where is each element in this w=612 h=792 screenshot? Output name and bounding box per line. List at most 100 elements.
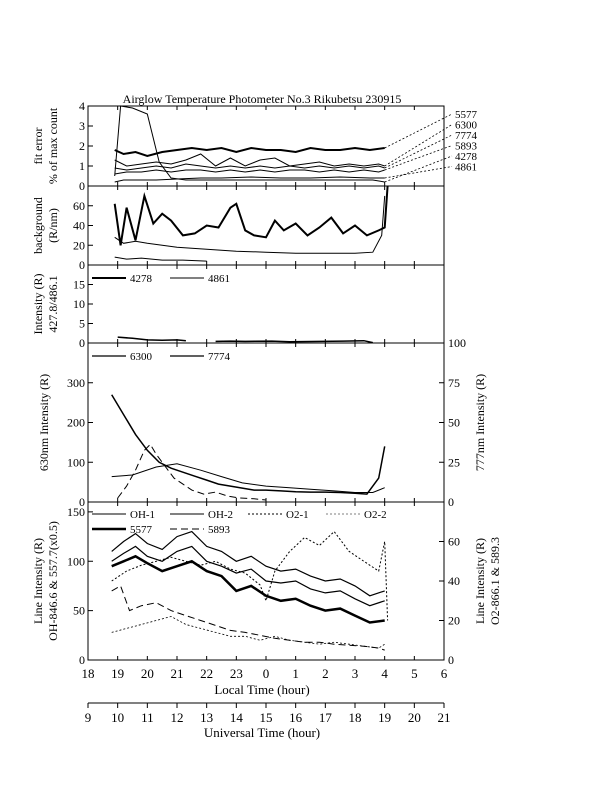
- wavelength-label: 4278: [455, 151, 478, 163]
- x-tick-label: 22: [200, 666, 213, 681]
- y-axis-label-right: 777nm Intensity (R): [473, 374, 487, 471]
- series-line: [113, 185, 389, 246]
- legend-label: 6300: [130, 351, 153, 363]
- x-tick-label: 6: [441, 666, 448, 681]
- x-tick-label: 20: [141, 666, 154, 681]
- series-line: [111, 394, 386, 495]
- universal-time-axis-label: Universal Time (hour): [204, 725, 320, 740]
- y-tick-label-right: 25: [448, 455, 460, 469]
- legend-label: 4861: [208, 273, 230, 285]
- series-line: [114, 146, 385, 158]
- label-connector: [384, 166, 453, 179]
- legend-label: 5577: [130, 524, 153, 536]
- y-axis-label: % of max count: [46, 107, 60, 184]
- y-axis-label: Intensity (R): [31, 274, 45, 335]
- y-tick-label: 50: [73, 604, 85, 618]
- local-time-axis: 18 19 20 21 22 23 0 1 2 3 4 5 6: [82, 666, 448, 681]
- y-tick-label: 2: [79, 139, 85, 153]
- panels: 0 1 2 3 4 fit error% of max count 5577 6300 7774…: [31, 99, 502, 667]
- wavelength-label: 7774: [455, 130, 478, 142]
- series-line: [111, 585, 385, 651]
- y-tick-label: 1: [79, 159, 85, 173]
- series-line: [215, 339, 373, 344]
- label-connector: [384, 145, 453, 171]
- legend-label: OH-1: [130, 509, 155, 521]
- ut-tick-label: 19: [378, 710, 391, 725]
- y-tick-label: 10: [73, 297, 85, 311]
- y-axis-label: 630nm Intensity (R): [37, 374, 51, 471]
- local-time-axis-label: Local Time (hour): [214, 682, 309, 697]
- y-tick-label: 200: [67, 416, 85, 430]
- y-tick-label: 150: [67, 505, 85, 519]
- y-tick-label-right: 40: [448, 574, 460, 588]
- panel-fit-error: 0 1 2 3 4 fit error% of max count 557763007774…: [31, 99, 478, 193]
- chart-title: Airglow Temperature Photometer No.3 Riku…: [123, 92, 402, 106]
- ut-tick-label: 9: [85, 710, 92, 725]
- y-tick-label-right: 0: [448, 495, 454, 509]
- label-connector: [384, 134, 453, 169]
- y-axis-label: Line Intensity (R): [31, 538, 45, 624]
- series-line: [114, 163, 385, 171]
- wavelength-label: 5893: [455, 141, 478, 153]
- y-tick-label: 100: [67, 554, 85, 568]
- label-connector: [384, 155, 453, 183]
- series-line: [114, 169, 385, 175]
- y-axis-label: background: [31, 197, 45, 254]
- series-line: [114, 105, 385, 183]
- ut-tick-label: 15: [260, 710, 273, 725]
- wavelength-label: 5577: [455, 109, 478, 121]
- y-tick-label-right: 75: [448, 376, 460, 390]
- y-tick-label: 3: [79, 119, 85, 133]
- legend-label: 7774: [208, 351, 231, 363]
- wavelength-label: 4861: [455, 162, 477, 174]
- legend-label: 5893: [208, 524, 231, 536]
- ut-tick-label: 11: [141, 710, 154, 725]
- y-axis-label: fit error: [31, 128, 45, 165]
- y-tick-label: 0: [79, 653, 85, 667]
- series-line: [111, 463, 385, 493]
- x-tick-label: 19: [111, 666, 124, 681]
- label-connector: [384, 124, 453, 167]
- y-tick-label: 100: [67, 455, 85, 469]
- panel-frame: [87, 342, 445, 503]
- series-line: [114, 153, 385, 167]
- panel-intensity-hbeta: 0 5 10 15 Intensity (R) 427.8/486.1 4278 4861: [31, 264, 445, 350]
- ut-tick-label: 21: [438, 710, 451, 725]
- series-line: [114, 176, 385, 183]
- x-tick-label: 4: [381, 666, 388, 681]
- ut-tick-label: 12: [171, 710, 184, 725]
- ut-tick-label: 17: [319, 710, 333, 725]
- x-tick-label: 23: [230, 666, 243, 681]
- y-tick-label: 0: [79, 336, 85, 350]
- ut-tick-label: 16: [289, 710, 303, 725]
- legend-label: O2-2: [364, 509, 387, 521]
- label-connector: [384, 113, 453, 149]
- y-tick-label: 0: [79, 258, 85, 272]
- series-line: [111, 530, 389, 621]
- y-tick-label: 15: [73, 278, 85, 292]
- y-tick-label: 40: [73, 219, 85, 233]
- y-axis-label-right: Line Intensity (R): [473, 538, 487, 624]
- ut-tick-label: 20: [408, 710, 421, 725]
- y-tick-label-right: 60: [448, 535, 460, 549]
- y-tick-label: 4: [79, 99, 85, 113]
- y-axis-label: (R/nm): [46, 208, 60, 243]
- y-axis-label: OH-846.6 & 557.7(x0.5): [46, 521, 60, 641]
- x-tick-label: 0: [263, 666, 270, 681]
- x-tick-label: 2: [322, 666, 329, 681]
- y-tick-label-right: 100: [448, 336, 466, 350]
- ut-tick-label: 10: [111, 710, 124, 725]
- panel-background: 0 20 40 60 background (R/nm): [31, 185, 445, 272]
- series-line: [111, 616, 385, 649]
- panel-frame: [87, 105, 445, 187]
- ut-tick-label: 13: [200, 710, 213, 725]
- y-tick-label: 0: [79, 179, 85, 193]
- y-tick-label: 300: [67, 376, 85, 390]
- legend-label: OH-2: [208, 509, 233, 521]
- y-tick-label-right: 20: [448, 614, 460, 628]
- panel-intensity-630: 0 100 200 300 0 25 50 75 100 630nm Intensity (R) 7…: [37, 336, 487, 509]
- y-axis-label: 427.8/486.1: [46, 275, 60, 332]
- ut-tick-label: 14: [230, 710, 244, 725]
- y-tick-label: 5: [79, 317, 85, 331]
